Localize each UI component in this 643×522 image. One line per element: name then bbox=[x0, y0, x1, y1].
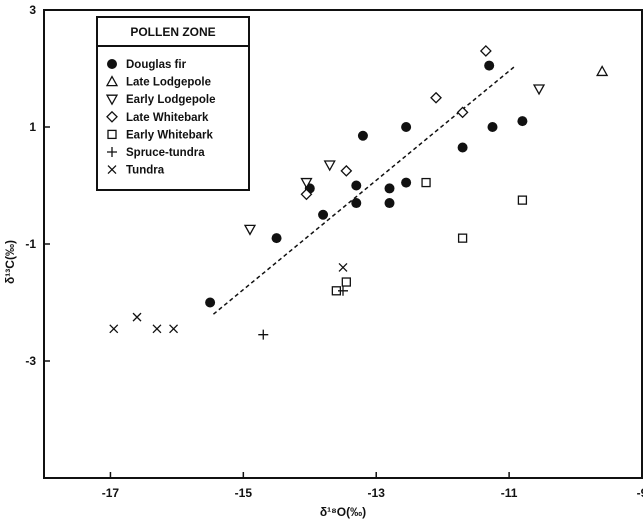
legend-label-tundra: Tundra bbox=[126, 165, 165, 177]
trend-line bbox=[212, 64, 517, 315]
data-point-douglas-fir bbox=[401, 122, 412, 132]
y-tick-label: -3 bbox=[25, 354, 36, 368]
y-tick-label: 3 bbox=[29, 3, 36, 17]
legend-marker-spruce-tundra bbox=[107, 147, 117, 157]
data-point-douglas-fir bbox=[517, 116, 528, 127]
legend-marker-late-whitebark bbox=[106, 110, 118, 123]
data-point-douglas-fir bbox=[351, 198, 362, 209]
legend-label-late-lodgepole: Late Lodgepole bbox=[126, 77, 211, 89]
x-tick-label: -13 bbox=[368, 486, 386, 500]
data-point-early-whitebark bbox=[517, 195, 528, 205]
data-point-spruce-tundra bbox=[258, 329, 269, 340]
data-point-late-whitebark bbox=[479, 45, 492, 57]
data-point-douglas-fir bbox=[357, 130, 368, 141]
legend-label-early-lodgepole: Early Lodgepole bbox=[126, 94, 215, 106]
legend-marker-early-whitebark bbox=[107, 129, 117, 140]
data-point-douglas-fir bbox=[205, 297, 216, 308]
x-tick-label: -9 bbox=[637, 486, 643, 500]
legend-marker-late-lodgepole bbox=[105, 75, 119, 87]
legend-label-early-whitebark: Early Whitebark bbox=[126, 129, 214, 141]
legend-items: Douglas fir Late Lodgepole Early Lodgepole… bbox=[105, 59, 215, 177]
data-point-douglas-fir bbox=[457, 142, 468, 153]
data-point-tundra bbox=[338, 262, 348, 272]
data-point-tundra bbox=[109, 324, 119, 334]
data-point-douglas-fir bbox=[487, 122, 498, 132]
legend-title: POLLEN ZONE bbox=[130, 25, 215, 39]
data-point-late-whitebark bbox=[340, 164, 353, 177]
data-point-early-lodgepole bbox=[243, 224, 257, 236]
data-point-tundra bbox=[152, 324, 162, 334]
legend: POLLEN ZONE Douglas fir Late Lodgepole Ear… bbox=[96, 16, 250, 191]
data-point-tundra bbox=[169, 324, 179, 334]
data-point-late-whitebark bbox=[300, 188, 313, 201]
data-point-early-whitebark bbox=[421, 177, 431, 188]
data-point-douglas-fir bbox=[351, 180, 362, 191]
legend-label-late-whitebark: Late Whitebark bbox=[126, 112, 209, 124]
data-point-douglas-fir bbox=[271, 233, 282, 244]
data-point-early-lodgepole bbox=[323, 160, 336, 172]
y-tick-label: 1 bbox=[29, 120, 36, 134]
data-point-douglas-fir bbox=[384, 183, 395, 194]
data-point-early-lodgepole bbox=[532, 84, 546, 96]
y-axis-label: δ¹³C(‰) bbox=[3, 240, 17, 284]
x-axis-label: δ¹⁸O(‰) bbox=[320, 505, 366, 519]
data-point-douglas-fir bbox=[384, 198, 395, 209]
data-point-early-lodgepole bbox=[300, 177, 313, 189]
data-point-douglas-fir bbox=[318, 209, 329, 220]
axis-ticks bbox=[44, 9, 510, 478]
data-point-late-whitebark bbox=[430, 91, 442, 104]
x-tick-label: -17 bbox=[102, 486, 120, 500]
data-point-late-whitebark bbox=[456, 106, 469, 119]
legend-label-douglas-fir: Douglas fir bbox=[126, 59, 187, 71]
data-point-douglas-fir bbox=[401, 177, 412, 188]
data-point-early-whitebark bbox=[341, 277, 351, 287]
legend-marker-douglas-fir bbox=[107, 59, 117, 69]
data-point-late-lodgepole bbox=[596, 65, 609, 77]
x-tick-label: -11 bbox=[501, 486, 518, 500]
data-point-spruce-tundra bbox=[338, 285, 348, 296]
data-point-early-whitebark bbox=[457, 233, 468, 243]
x-tick-label: -15 bbox=[235, 486, 253, 500]
data-points bbox=[109, 45, 609, 340]
legend-marker-tundra bbox=[107, 165, 117, 175]
data-point-tundra bbox=[132, 312, 142, 322]
y-tick-label: -1 bbox=[25, 237, 36, 251]
legend-marker-early-lodgepole bbox=[105, 94, 119, 106]
axis-tick-labels: -17 -15 -13 -11 -9 3 1 -1 -3 bbox=[25, 3, 643, 500]
data-point-douglas-fir bbox=[484, 60, 495, 71]
legend-label-spruce-tundra: Spruce-tundra bbox=[126, 147, 205, 159]
